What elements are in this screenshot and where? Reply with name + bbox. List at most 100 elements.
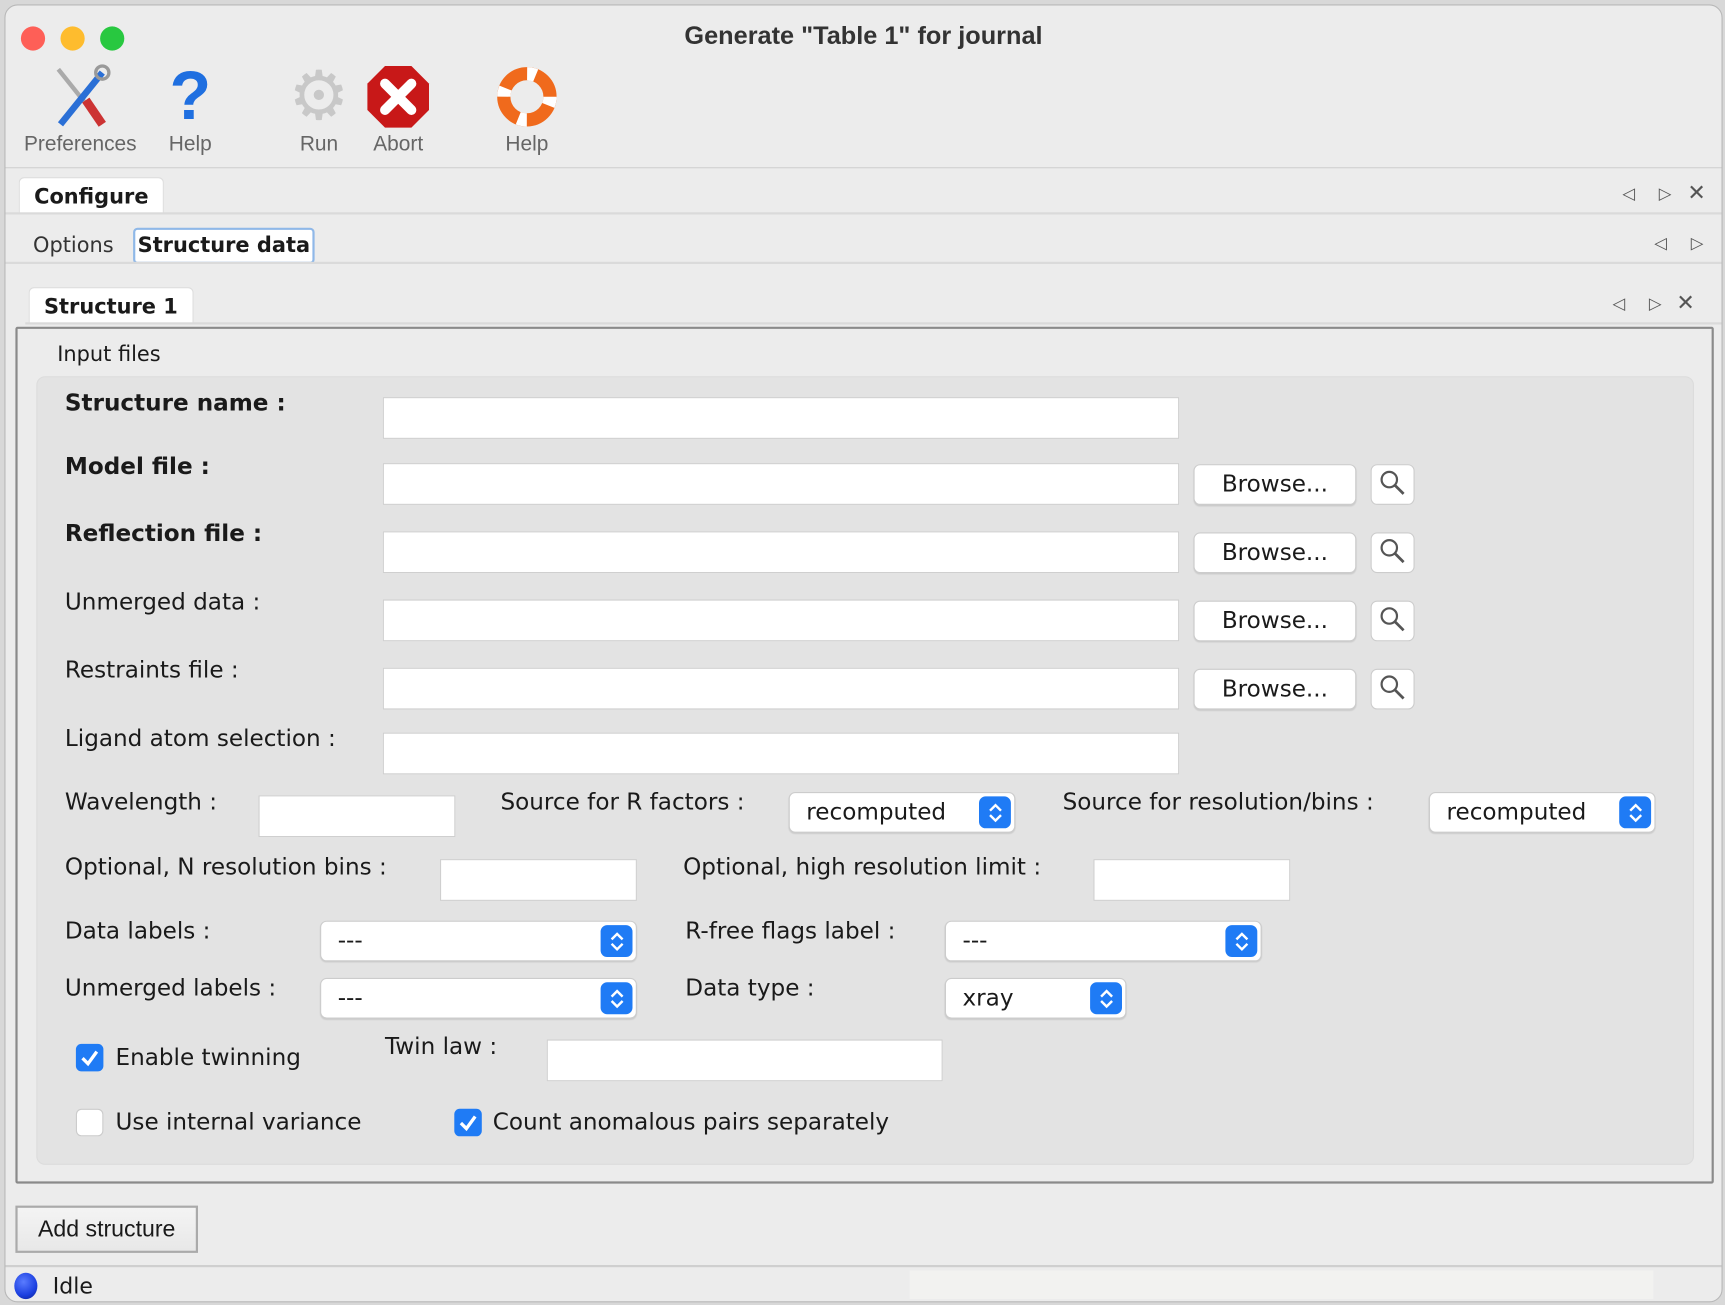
unmerged-browse-button[interactable]: Browse...	[1193, 600, 1357, 642]
structure-tab-line	[25, 322, 1722, 325]
rfree-select[interactable]: ---	[944, 920, 1262, 962]
abort-button[interactable]: Abort	[360, 61, 437, 158]
rfree-value: ---	[962, 927, 988, 954]
checkmark-icon	[81, 1050, 99, 1067]
tab-structure-1[interactable]: Structure 1	[28, 287, 194, 324]
tab-strip-line	[5, 212, 1722, 215]
res-source-value: recomputed	[1446, 798, 1587, 825]
run-label: Run	[299, 133, 339, 157]
n-bins-input[interactable]	[440, 859, 637, 901]
anomalous-pairs-label: Count anomalous pairs separately	[492, 1108, 890, 1136]
status-indicator-icon	[14, 1272, 38, 1300]
high-res-input[interactable]	[1093, 859, 1291, 901]
chevron-up-down-icon	[600, 982, 633, 1015]
scroll-right-icon-3[interactable]: ▷	[1648, 293, 1662, 314]
scroll-left-icon[interactable]: ◁	[1622, 183, 1636, 204]
res-source-select[interactable]: recomputed	[1428, 792, 1656, 833]
data-type-select[interactable]: xray	[944, 977, 1127, 1019]
enable-twinning-checkbox[interactable]	[75, 1043, 104, 1072]
tab-options[interactable]: Options	[33, 233, 114, 258]
wavelength-label: Wavelength :	[64, 788, 218, 816]
ligand-selection-input[interactable]	[382, 732, 1180, 775]
reflection-file-input[interactable]	[382, 531, 1180, 574]
close-window-button[interactable]	[20, 26, 46, 51]
model-file-label: Model file :	[64, 453, 210, 480]
restraints-browse-button[interactable]: Browse...	[1193, 668, 1357, 710]
r-source-select[interactable]: recomputed	[788, 792, 1016, 833]
restraints-search-button[interactable]	[1370, 668, 1415, 710]
data-type-label: Data type :	[685, 974, 815, 1001]
restraints-file-label: Restraints file :	[64, 656, 239, 684]
chevron-up-down-icon	[979, 796, 1011, 829]
data-labels-select[interactable]: ---	[320, 920, 637, 962]
structure-name-input[interactable]	[382, 397, 1180, 439]
reflection-search-button[interactable]	[1370, 532, 1415, 574]
res-source-label: Source for resolution/bins :	[1062, 788, 1374, 816]
chevron-up-down-icon	[600, 925, 633, 957]
help-label-2: Help	[505, 133, 549, 157]
add-structure-button[interactable]: Add structure	[15, 1205, 199, 1253]
reflection-browse-button[interactable]: Browse...	[1193, 532, 1357, 574]
scroll-left-icon-3[interactable]: ◁	[1612, 293, 1626, 314]
unmerged-data-label: Unmerged data :	[64, 588, 261, 615]
tab-structure-data[interactable]: Structure data	[133, 227, 315, 264]
tab-configure[interactable]: Configure	[18, 177, 164, 214]
twin-law-input[interactable]	[546, 1039, 943, 1082]
chevron-up-down-icon	[1090, 982, 1122, 1015]
subtab-strip-line	[5, 261, 1722, 264]
preferences-button[interactable]: Preferences	[14, 61, 146, 158]
anomalous-pairs-checkbox[interactable]	[454, 1108, 482, 1137]
minimize-window-button[interactable]	[60, 26, 85, 51]
help-button[interactable]: ? Help	[154, 61, 227, 158]
abort-label: Abort	[373, 133, 424, 157]
model-search-button[interactable]	[1370, 464, 1415, 505]
n-bins-label: Optional, N resolution bins :	[64, 853, 387, 880]
internal-variance-checkbox[interactable]	[75, 1108, 104, 1137]
structure-panel	[15, 326, 1714, 1184]
unmerged-data-input[interactable]	[382, 599, 1180, 642]
question-mark-icon: ?	[169, 58, 212, 135]
group-title: Input files	[57, 342, 161, 367]
model-file-input[interactable]	[382, 463, 1180, 505]
scroll-left-icon-2[interactable]: ◁	[1654, 233, 1668, 253]
preferences-label: Preferences	[23, 133, 137, 157]
high-res-label: Optional, high resolution limit :	[683, 853, 1042, 880]
magnifier-icon	[1379, 469, 1405, 500]
magnifier-icon	[1379, 606, 1405, 637]
rfree-label: R-free flags label :	[685, 917, 896, 944]
zoom-window-button[interactable]	[100, 26, 125, 51]
unmerged-search-button[interactable]	[1370, 600, 1415, 642]
unmerged-labels-label: Unmerged labels :	[64, 974, 277, 1001]
enable-twinning-label: Enable twinning	[115, 1043, 301, 1071]
magnifier-icon	[1379, 674, 1405, 705]
help-lifebuoy-button[interactable]: Help	[488, 61, 565, 158]
help-label: Help	[168, 133, 212, 157]
app-window: Generate "Table 1" for journal Preferenc…	[4, 4, 1723, 1303]
toolbar-divider	[5, 167, 1722, 169]
close-tab-icon[interactable]: ✕	[1687, 179, 1706, 206]
chevron-up-down-icon	[1225, 925, 1258, 957]
scroll-right-icon-2[interactable]: ▷	[1690, 233, 1704, 253]
structure-name-label: Structure name :	[64, 389, 286, 416]
model-browse-button[interactable]: Browse...	[1193, 464, 1357, 505]
lifebuoy-icon	[488, 61, 565, 134]
run-button[interactable]: ⚙ Run	[281, 61, 358, 158]
gear-icon: ⚙	[288, 58, 350, 135]
chevron-up-down-icon	[1619, 796, 1652, 829]
status-text: Idle	[52, 1272, 93, 1300]
data-labels-label: Data labels :	[64, 917, 211, 944]
r-source-value: recomputed	[806, 798, 947, 825]
unmerged-labels-value: ---	[337, 984, 363, 1011]
restraints-file-input[interactable]	[382, 667, 1180, 710]
close-structure-tab-icon[interactable]: ✕	[1676, 289, 1695, 316]
status-divider	[5, 1265, 1722, 1268]
wavelength-input[interactable]	[258, 795, 456, 838]
internal-variance-label: Use internal variance	[115, 1108, 362, 1136]
window-title: Generate "Table 1" for journal	[684, 20, 1043, 50]
scroll-right-icon[interactable]: ▷	[1658, 183, 1672, 204]
data-type-value: xray	[962, 984, 1014, 1011]
ligand-selection-label: Ligand atom selection :	[64, 724, 336, 752]
twin-law-label: Twin law :	[385, 1032, 498, 1060]
unmerged-labels-select[interactable]: ---	[320, 977, 637, 1019]
checkmark-icon	[459, 1115, 477, 1132]
